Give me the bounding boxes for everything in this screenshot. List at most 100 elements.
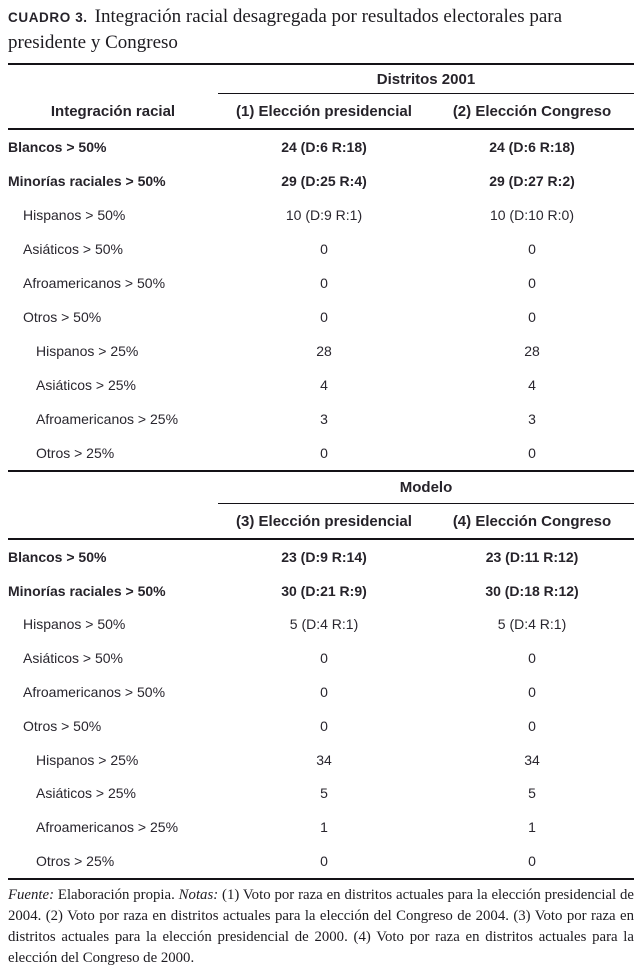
row-value-congreso: 1 <box>528 819 536 836</box>
fuente-label: Fuente: <box>8 886 55 903</box>
row-value-congreso: 24 (D:6 R:18) <box>489 139 575 155</box>
table-row: Hispanos > 25% 34 34 <box>8 743 634 777</box>
row-value-congreso: 10 (D:10 R:0) <box>489 207 575 223</box>
col-header-congreso-4: (4) Elección Congreso <box>452 512 612 530</box>
table-title-text: Integración racial desagregada por resul… <box>8 6 563 53</box>
row-value-presidencial: 0 <box>320 853 328 870</box>
table-row: Otros > 25% 0 0 <box>8 844 634 878</box>
section-distritos-2001: Distritos 2001 Integración racial (1) El… <box>8 65 634 470</box>
row-value-congreso: 3 <box>528 411 536 427</box>
col-header-presidencial-1: (1) Elección presidencial <box>236 102 412 120</box>
row-value-congreso: 0 <box>528 853 536 870</box>
row-value-presidencial: 0 <box>320 241 328 257</box>
row-value-presidencial: 1 <box>320 819 328 836</box>
row-label: Asiáticos > 50% <box>23 650 123 667</box>
row-label: Otros > 25% <box>36 853 115 870</box>
row-value-presidencial: 0 <box>320 445 328 461</box>
table-number-label: CUADRO 3. <box>8 10 88 25</box>
row-label: Blancos > 50% <box>8 548 107 565</box>
row-label: Otros > 50% <box>23 717 102 734</box>
row-label: Otros > 50% <box>23 309 102 325</box>
row-label: Hispanos > 50% <box>23 616 126 633</box>
row-value-presidencial: 30 (D:21 R:9) <box>281 582 367 599</box>
table-row: Afroamericanos > 50% 0 0 <box>8 675 634 709</box>
group-header-row: Modelo <box>8 472 634 504</box>
row-label: Minorías raciales > 50% <box>8 173 166 189</box>
row-label: Blancos > 50% <box>8 139 107 155</box>
row-value-congreso: 23 (D:11 R:12) <box>485 548 579 565</box>
table-row: Blancos > 50% 24 (D:6 R:18) 24 (D:6 R:18… <box>8 130 634 164</box>
row-value-congreso: 0 <box>528 275 536 291</box>
column-header-row: (3) Elección presidencial (4) Elección C… <box>8 504 634 540</box>
row-value-presidencial: 0 <box>320 275 328 291</box>
row-value-presidencial: 4 <box>320 377 328 393</box>
row-label: Otros > 25% <box>36 445 115 461</box>
group-header-modelo: Modelo <box>218 472 634 504</box>
row-value-congreso: 0 <box>528 241 536 257</box>
row-value-presidencial: 28 <box>316 343 332 359</box>
table-row: Afroamericanos > 50% 0 0 <box>8 266 634 300</box>
table-row: Minorías raciales > 50% 29 (D:25 R:4) 29… <box>8 164 634 198</box>
top-rule <box>8 63 634 65</box>
section-divider-rule <box>8 470 634 472</box>
table-row: Asiáticos > 25% 4 4 <box>8 368 634 402</box>
row-label: Asiáticos > 25% <box>36 377 136 393</box>
notas-label: Notas: <box>178 886 219 903</box>
table-row: Blancos > 50% 23 (D:9 R:14) 23 (D:11 R:1… <box>8 540 634 574</box>
row-label: Afroamericanos > 50% <box>23 275 166 291</box>
row-label: Afroamericanos > 50% <box>23 684 166 701</box>
table-row: Otros > 25% 0 0 <box>8 436 634 470</box>
row-value-congreso: 5 <box>528 785 536 802</box>
table-row: Hispanos > 50% 5 (D:4 R:1) 5 (D:4 R:1) <box>8 608 634 642</box>
table-row: Asiáticos > 25% 5 5 <box>8 777 634 811</box>
row-value-presidencial: 0 <box>320 309 328 325</box>
row-value-congreso: 29 (D:27 R:2) <box>489 173 575 189</box>
row-value-congreso: 0 <box>528 650 536 667</box>
row-value-presidencial: 5 (D:4 R:1) <box>289 616 359 633</box>
bottom-rule <box>8 877 634 880</box>
row-label: Minorías raciales > 50% <box>8 582 166 599</box>
table-row: Minorías raciales > 50% 30 (D:21 R:9) 30… <box>8 574 634 608</box>
row-label: Afroamericanos > 25% <box>36 819 179 836</box>
row-value-presidencial: 0 <box>320 650 328 667</box>
table-row: Afroamericanos > 25% 3 3 <box>8 402 634 436</box>
row-value-congreso: 30 (D:18 R:12) <box>485 582 579 599</box>
section-modelo: Modelo (3) Elección presidencial (4) Ele… <box>8 472 634 878</box>
row-label: Afroamericanos > 25% <box>36 411 179 427</box>
table-title: CUADRO 3. Integración racial desagregada … <box>8 4 634 55</box>
row-value-congreso: 0 <box>528 684 536 701</box>
table-notes: Fuente: Elaboración propia. Notas: (1) V… <box>8 885 634 969</box>
row-value-presidencial: 0 <box>320 684 328 701</box>
row-value-presidencial: 0 <box>320 717 328 734</box>
row-value-presidencial: 23 (D:9 R:14) <box>281 548 367 565</box>
stub-header: Integración racial <box>50 102 176 120</box>
row-value-congreso: 28 <box>524 343 540 359</box>
col-header-congreso-2: (2) Elección Congreso <box>452 102 612 120</box>
table-row: Afroamericanos > 25% 1 1 <box>8 810 634 844</box>
table-row: Asiáticos > 50% 0 0 <box>8 641 634 675</box>
table-row: Otros > 50% 0 0 <box>8 300 634 334</box>
row-value-congreso: 0 <box>528 445 536 461</box>
table-row: Otros > 50% 0 0 <box>8 709 634 743</box>
row-value-presidencial: 34 <box>316 751 332 768</box>
row-value-congreso: 0 <box>528 309 536 325</box>
row-label: Asiáticos > 25% <box>36 785 136 802</box>
row-value-presidencial: 5 <box>320 785 328 802</box>
group-header-distritos-2001: Distritos 2001 <box>218 65 634 94</box>
row-value-congreso: 34 <box>524 751 540 768</box>
row-label: Hispanos > 50% <box>23 207 126 223</box>
row-value-presidencial: 24 (D:6 R:18) <box>281 139 367 155</box>
row-label: Hispanos > 25% <box>36 343 139 359</box>
row-value-congreso: 5 (D:4 R:1) <box>497 616 567 633</box>
notas-text: (1) Voto por raza en distritos actuales … <box>8 886 634 966</box>
table-row: Hispanos > 50% 10 (D:9 R:1) 10 (D:10 R:0… <box>8 198 634 232</box>
column-header-row: Integración racial (1) Elección presiden… <box>8 94 634 130</box>
row-value-presidencial: 10 (D:9 R:1) <box>285 207 363 223</box>
row-label: Asiáticos > 50% <box>23 241 123 257</box>
table-row: Asiáticos > 50% 0 0 <box>8 232 634 266</box>
row-label: Hispanos > 25% <box>36 751 139 768</box>
row-value-presidencial: 3 <box>320 411 328 427</box>
fuente-text: Elaboración propia. <box>54 886 179 903</box>
col-header-presidencial-3: (3) Elección presidencial <box>236 512 412 530</box>
